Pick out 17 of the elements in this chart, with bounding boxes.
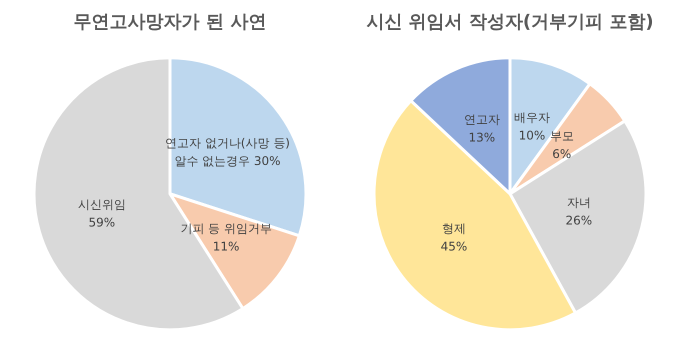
data-label: 59% <box>88 216 116 230</box>
data-label: 10% <box>518 128 546 142</box>
data-label: 26% <box>565 213 592 228</box>
slice-label: 연고자 <box>464 112 500 127</box>
slice-label: 부모 <box>550 129 574 144</box>
slice-label: 기피 등 위임거부 <box>180 221 272 236</box>
slice-label: 연고자 없거나(사망 등) 알수 없는경우 30% <box>164 136 290 168</box>
data-label: 13% <box>468 130 496 145</box>
slice-label: 형제 <box>442 221 466 236</box>
slice-label: 시신위임 <box>78 198 126 212</box>
chart-title: 무연고사망자가 된 사연 <box>74 12 266 32</box>
slice-label: 배우자 <box>514 110 550 124</box>
slice-label: 자녀 <box>566 195 591 210</box>
data-label: 6% <box>552 147 572 162</box>
data-label: 11% <box>212 239 240 254</box>
chart-title: 시신 위임서 작성자(거부기피 포함) <box>366 12 654 32</box>
data-label: 45% <box>440 239 468 254</box>
